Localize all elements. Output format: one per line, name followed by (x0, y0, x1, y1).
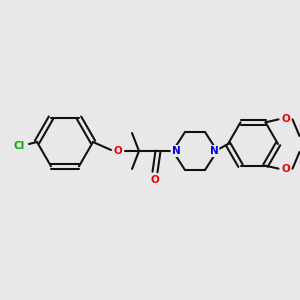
Text: O: O (281, 114, 290, 124)
Text: Cl: Cl (14, 141, 25, 151)
Text: O: O (281, 164, 290, 174)
Text: O: O (114, 146, 122, 156)
Text: O: O (151, 175, 159, 185)
Text: N: N (172, 146, 180, 156)
Text: N: N (210, 146, 218, 156)
